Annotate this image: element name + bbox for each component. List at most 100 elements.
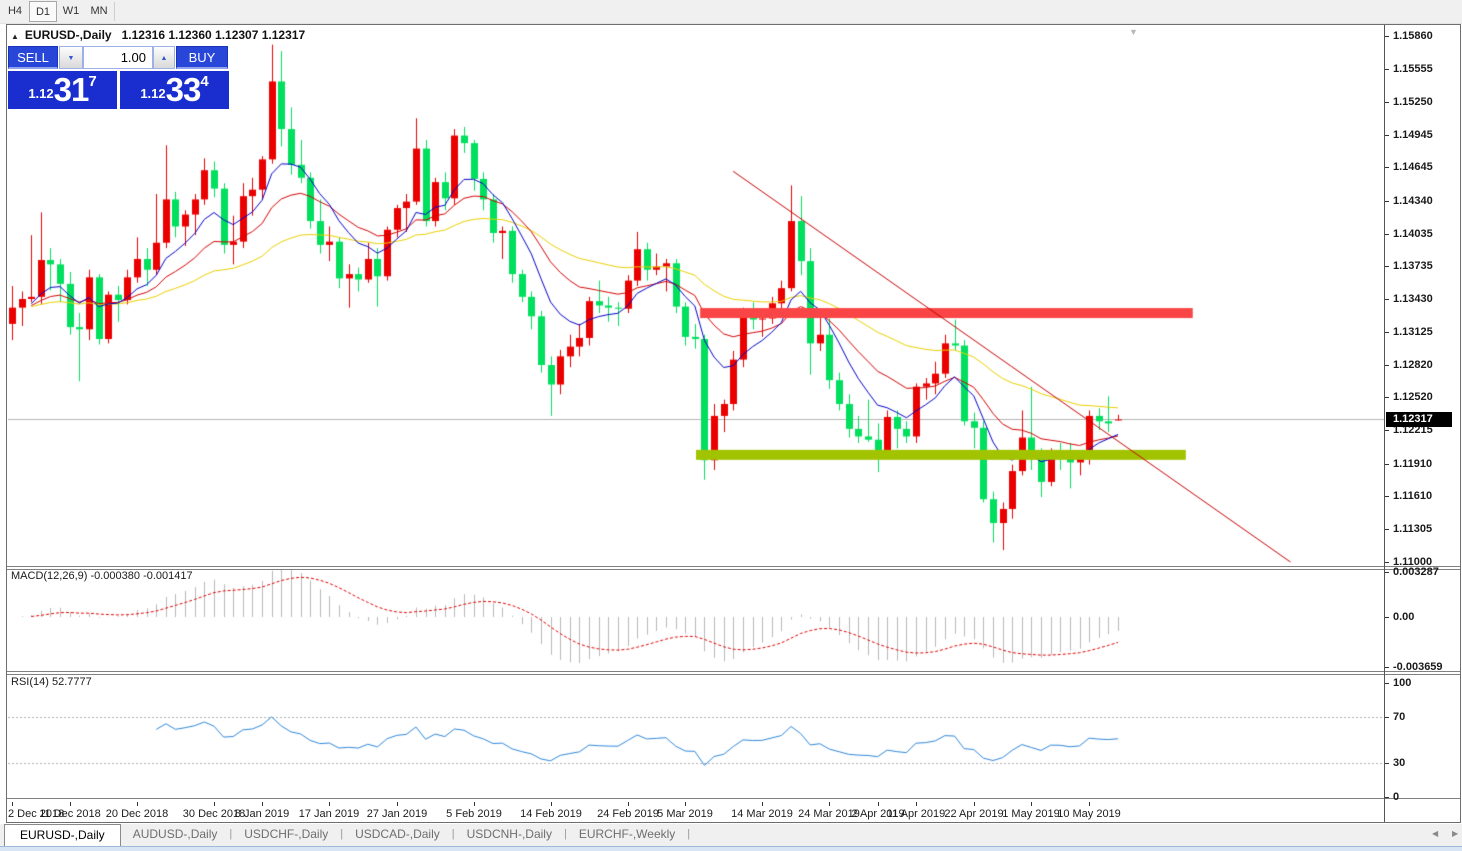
sell-button[interactable]: SELL (8, 46, 58, 69)
timeframe-button-mn[interactable]: MN (90, 5, 108, 17)
axis-tick-mark (1385, 430, 1389, 431)
axis-tick-mark (1385, 397, 1389, 398)
date-tick-mark (474, 802, 475, 806)
window-bottom-edge (0, 846, 1462, 851)
current-price-tag: 1.12317 (1386, 412, 1452, 427)
date-axis-label: 11 Dec 2018 (39, 808, 101, 820)
date-axis-label: 2 Dec 2018 (8, 808, 65, 820)
date-tick-mark (628, 802, 629, 806)
date-axis-label: 2 Apr 2019 (851, 808, 905, 820)
price-axis-label: 1.15250 (1393, 96, 1433, 108)
axis-tick-mark (1385, 617, 1389, 618)
macd-axis-label: -0.003659 (1393, 661, 1443, 673)
axis-tick-mark (1385, 102, 1389, 103)
price-axis-label: 1.14645 (1393, 161, 1433, 173)
price-axis-label: 1.14945 (1393, 129, 1433, 141)
date-axis-label: 14 Mar 2019 (731, 808, 793, 820)
timeframe-button-w1[interactable]: W1 (62, 5, 80, 17)
chart-tab-eurchf[interactable]: EURCHF-,Weekly (578, 827, 676, 841)
autoscroll-marker-icon[interactable]: ▼ (1129, 27, 1138, 37)
chart-tab-audusd[interactable]: AUDUSD-,Daily (132, 827, 218, 841)
tab-divider: | (229, 828, 233, 840)
price-axis-label: 1.11910 (1393, 458, 1433, 470)
macd-indicator-label: MACD(12,26,9) -0.000380 -0.001417 (11, 570, 193, 582)
date-tick-mark (878, 802, 879, 806)
date-tick-mark (1089, 802, 1090, 806)
rsi-axis-label: 100 (1393, 677, 1412, 689)
timeframe-toolbar: H4 D1 W1 MN (0, 0, 1462, 24)
price-axis-label: 1.11305 (1393, 523, 1433, 535)
date-axis-label: 17 Jan 2019 (298, 808, 360, 820)
sell-price-prefix: 1.12 (28, 86, 54, 101)
chart-window: ▲EURUSD-,Daily1.12316 1.12360 1.12307 1.… (6, 24, 1461, 823)
rsi-axis-label: 30 (1393, 757, 1406, 769)
tab-scroll-right-icon[interactable]: ▶ (1452, 829, 1459, 838)
date-tick-mark (829, 802, 830, 806)
chart-tab-eurusd[interactable]: EURUSD-,Daily (4, 824, 121, 846)
price-axis-label: 1.14340 (1393, 195, 1433, 207)
timeframe-button-d1[interactable]: D1 (29, 1, 57, 22)
price-axis-label: 1.14035 (1393, 228, 1433, 240)
tab-divider: | (687, 828, 691, 840)
tab-divider: | (451, 828, 455, 840)
date-axis-label: 10 May 2019 (1057, 808, 1121, 820)
date-tick-mark (974, 802, 975, 806)
date-axis-label: 24 Mar 2019 (798, 808, 860, 820)
pane-separator[interactable] (7, 566, 1460, 570)
price-axis-label: 1.13735 (1393, 260, 1433, 272)
sell-price-quote[interactable]: 1.12317 (8, 71, 117, 109)
axis-tick-mark (1385, 496, 1389, 497)
chart-tab-bar: ◀ ▶ EURUSD-,Daily AUDUSD-,Daily | USDCHF-,D… (0, 824, 1462, 846)
macd-axis-label: 0.00 (1393, 611, 1415, 623)
price-axis-label: 1.13125 (1393, 326, 1433, 338)
axis-tick-mark (1385, 683, 1389, 684)
date-tick-mark (137, 802, 138, 806)
axis-tick-mark (1385, 717, 1389, 718)
axis-tick-mark (1385, 266, 1389, 267)
price-axis-label: 1.15860 (1393, 30, 1433, 42)
axis-tick-mark (1385, 299, 1389, 300)
tab-scroll-left-icon[interactable]: ◀ (1432, 829, 1439, 838)
sell-price-big: 31 (53, 71, 90, 108)
date-axis[interactable]: 2 Dec 2018 11 Dec 2018 20 Dec 2018 30 Dec 2… (7, 802, 1384, 823)
toolbar-separator (114, 2, 115, 21)
buy-price-sup: 4 (200, 73, 209, 90)
chart-tab-usdcad[interactable]: USDCAD-,Daily (355, 827, 440, 841)
axis-tick-mark (1385, 201, 1389, 202)
date-tick-mark (262, 802, 263, 806)
buy-price-quote[interactable]: 1.12334 (120, 71, 229, 109)
axis-tick-mark (1385, 167, 1389, 168)
price-axis-label: 1.11000 (1393, 556, 1433, 568)
axis-tick-mark (1385, 234, 1389, 235)
price-axis-label: 1.13430 (1393, 293, 1433, 305)
date-tick-mark (70, 802, 71, 806)
chart-tab-usdcnh[interactable]: USDCNH-,Daily (466, 827, 552, 841)
pane-separator[interactable] (7, 671, 1460, 675)
date-axis-label: 8 Jan 2019 (234, 808, 290, 820)
chart-tab-usdchf[interactable]: USDCHF-,Daily (244, 827, 329, 841)
sell-price-sup: 7 (88, 73, 97, 90)
date-axis-label: 27 Jan 2019 (366, 808, 428, 820)
volume-increase-icon[interactable]: ▲ (153, 46, 175, 69)
date-tick-mark (397, 802, 398, 806)
price-scale-column[interactable]: 1.15860 1.15555 1.15250 1.14945 1.14645 1.143… (1384, 25, 1460, 822)
axis-tick-mark (1385, 797, 1389, 798)
axis-tick-mark (1385, 135, 1389, 136)
date-axis-label: 24 Feb 2019 (597, 808, 659, 820)
axis-tick-mark (1385, 529, 1389, 530)
volume-decrease-icon[interactable]: ▼ (59, 46, 83, 69)
one-click-trading-panel: SELL ▼ 1.00 ▲ BUY 1.12317 1.12334 (8, 46, 230, 132)
axis-tick-mark (1385, 69, 1389, 70)
date-axis-label: 30 Dec 2018 (182, 808, 246, 820)
buy-button[interactable]: BUY (176, 46, 228, 69)
volume-input[interactable]: 1.00 (83, 46, 153, 69)
date-axis-label: 22 Apr 2019 (944, 808, 1004, 820)
tab-divider: | (563, 828, 567, 840)
date-tick-mark (329, 802, 330, 806)
rsi-axis-label: 0 (1393, 791, 1400, 803)
axis-tick-mark (1385, 464, 1389, 465)
price-chart-canvas[interactable] (8, 26, 1384, 798)
timeframe-button-h4[interactable]: H4 (7, 5, 23, 17)
axis-tick-mark (1385, 332, 1389, 333)
date-axis-label: 11 Apr 2019 (886, 808, 946, 820)
